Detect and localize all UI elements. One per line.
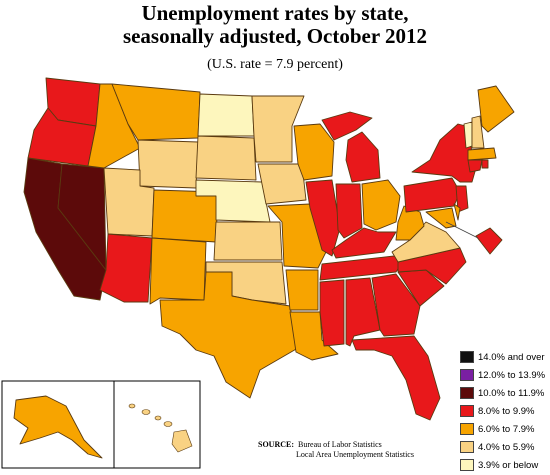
legend-item: 6.0% to 7.9% <box>460 421 548 437</box>
map-subtitle: (U.S. rate = 7.9 percent) <box>207 57 343 72</box>
legend-item: 8.0% to 9.9% <box>460 403 548 419</box>
state-alaska[interactable] <box>13 395 103 459</box>
legend-swatch <box>460 441 474 453</box>
state-minnesota[interactable] <box>251 95 305 163</box>
legend-label: 14.0% and over <box>478 351 545 363</box>
state-new-jersey[interactable] <box>455 185 469 213</box>
state-delaware[interactable] <box>453 203 461 221</box>
title-line-1: Unemployment rates by state, <box>141 1 409 25</box>
dc-leader-line <box>445 221 479 239</box>
state-mississippi[interactable] <box>319 279 345 347</box>
title-line-2: seasonally adjusted, October 2012 <box>122 24 428 48</box>
legend-label: 10.0% to 11.9% <box>478 387 545 399</box>
legend-item: 4.0% to 5.9% <box>460 439 548 455</box>
legend-label: 12.0% to 13.9% <box>478 369 546 381</box>
legend-swatch <box>460 423 474 435</box>
state-florida[interactable] <box>351 335 441 421</box>
state-south-dakota[interactable] <box>195 135 257 181</box>
legend-swatch <box>460 405 474 417</box>
state-new-york[interactable] <box>411 123 477 183</box>
state-montana[interactable] <box>111 83 201 141</box>
legend-item: 10.0% to 11.9% <box>460 385 548 401</box>
state-new-mexico[interactable] <box>149 237 207 305</box>
state-hawaii[interactable] <box>128 403 193 453</box>
legend-swatch <box>460 387 474 399</box>
legend-swatch <box>460 459 474 471</box>
source-label: SOURCE: <box>258 440 295 449</box>
state-wisconsin[interactable] <box>293 123 335 181</box>
state-michigan-upper[interactable] <box>321 111 373 141</box>
legend-label: 4.0% to 5.9% <box>478 441 535 453</box>
hawaii-inset <box>113 380 201 469</box>
state-arizona[interactable] <box>99 233 153 303</box>
source-line-1: Bureau of Labor Statistics <box>298 440 382 449</box>
state-georgia[interactable] <box>371 273 421 337</box>
state-massachusetts[interactable] <box>467 147 497 161</box>
state-colorado[interactable] <box>151 189 219 243</box>
map-title: Unemployment rates by state, seasonally … <box>0 2 550 48</box>
state-maine[interactable] <box>477 85 515 133</box>
state-connecticut[interactable] <box>467 159 483 173</box>
legend-label: 6.0% to 7.9% <box>478 423 535 435</box>
source-note: SOURCE: Bureau of Labor Statistics Local … <box>258 440 414 460</box>
state-wyoming[interactable] <box>137 139 199 189</box>
legend-label: 3.9% or below <box>478 459 539 471</box>
legend-label: 8.0% to 9.9% <box>478 405 535 417</box>
state-texas[interactable] <box>159 271 299 399</box>
legend-swatch <box>460 369 474 381</box>
state-illinois[interactable] <box>305 179 341 257</box>
legend-item: 12.0% to 13.9% <box>460 367 548 383</box>
source-line-2: Local Area Unemployment Statistics <box>296 450 414 459</box>
state-kansas[interactable] <box>213 221 283 261</box>
state-ohio[interactable] <box>361 179 401 231</box>
state-michigan[interactable] <box>345 131 381 183</box>
state-alabama[interactable] <box>345 277 381 347</box>
state-new-hampshire[interactable] <box>471 115 485 149</box>
state-dc-callout[interactable] <box>475 227 503 255</box>
legend-item: 14.0% and over <box>460 349 548 365</box>
state-indiana[interactable] <box>335 183 363 239</box>
legend: 14.0% and over 12.0% to 13.9% 10.0% to 11.… <box>460 349 548 475</box>
state-west-virginia[interactable] <box>395 205 425 241</box>
state-pennsylvania[interactable] <box>403 177 461 213</box>
state-kentucky[interactable] <box>331 227 397 259</box>
state-arkansas[interactable] <box>285 269 319 311</box>
legend-item: 3.9% or below <box>460 457 548 473</box>
state-north-dakota[interactable] <box>197 93 255 137</box>
legend-swatch <box>460 351 474 363</box>
state-rhode-island[interactable] <box>481 159 489 169</box>
state-iowa[interactable] <box>257 163 307 205</box>
